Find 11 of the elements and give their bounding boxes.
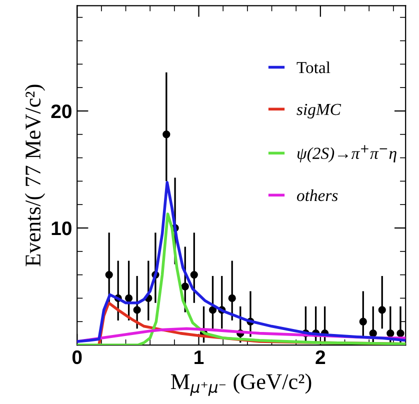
legend-label: others	[296, 189, 338, 202]
y-tick-label: 20	[51, 104, 72, 118]
legend-label: Total	[296, 61, 330, 74]
x-tick-label: 1	[194, 350, 204, 364]
x-tick-label: 2	[316, 350, 326, 364]
x-tick-label: 0	[72, 350, 82, 364]
legend-label: ψ(2S)→π$^{+}$π$^{−}$η	[297, 145, 396, 162]
x-axis-title: M$_{μ⁺μ⁻}$ (GeV/c²)	[170, 374, 312, 396]
y-axis-title: Events/( 77 MeV/c²)	[24, 84, 46, 266]
y-tick-label: 10	[52, 221, 72, 236]
legend-label: sigMC	[296, 104, 342, 118]
